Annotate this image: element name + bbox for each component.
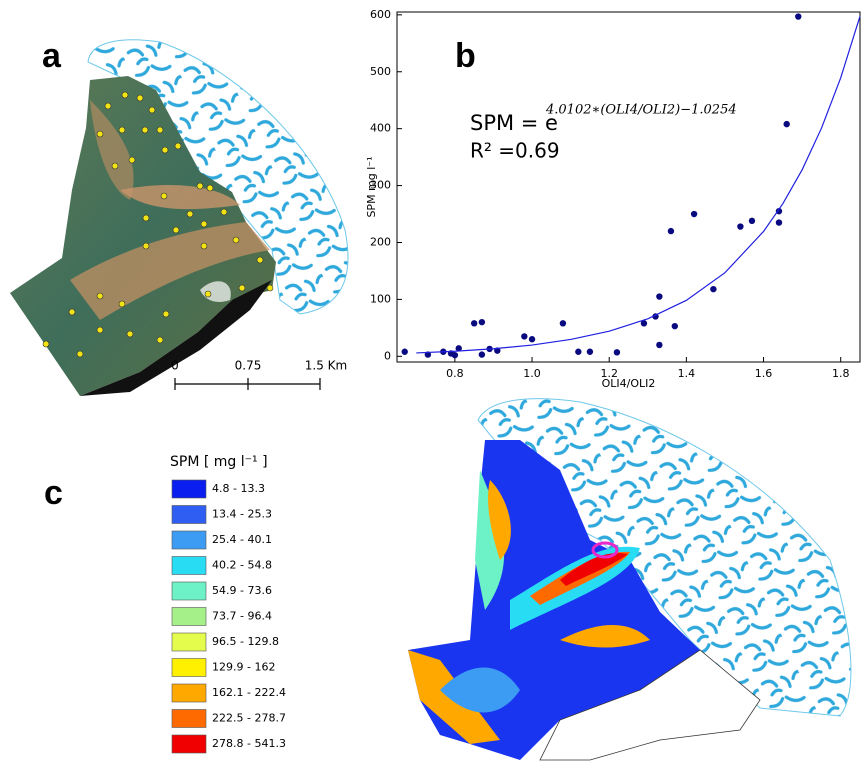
equation-exponent: 4.0102∗(OLI4/OLI2)−1.0254 xyxy=(545,103,737,118)
legend-swatch xyxy=(171,581,207,601)
scale-bar xyxy=(174,378,321,390)
legend-label: 54.9 - 73.6 xyxy=(212,584,272,597)
legend-label: 129.9 - 162 xyxy=(212,661,275,674)
x-tick-label: 1.8 xyxy=(832,367,850,380)
x-tick-label: 1.6 xyxy=(755,367,773,380)
y-tick-label: 200 xyxy=(370,235,391,248)
y-tick-label: 400 xyxy=(370,122,391,135)
point xyxy=(690,210,698,218)
map-c xyxy=(408,398,852,761)
point xyxy=(401,348,408,355)
point xyxy=(613,349,621,356)
y-tick-label: 300 xyxy=(370,179,391,192)
x-tick-label: 1.2 xyxy=(600,367,618,380)
y-tick-label: 600 xyxy=(370,8,391,21)
point xyxy=(775,219,783,226)
legend-swatch xyxy=(171,683,207,703)
legend-label: 278.8 - 541.3 xyxy=(212,737,286,750)
legend-label: 4.8 - 13.3 xyxy=(212,482,265,495)
legend-label: 13.4 - 25.3 xyxy=(212,508,272,521)
point xyxy=(575,348,582,355)
point xyxy=(528,336,536,343)
legend-swatch xyxy=(171,734,207,754)
x-tick-label: 0.8 xyxy=(446,367,464,380)
y-tick-label: 0 xyxy=(384,349,391,362)
point xyxy=(710,285,717,293)
scale-label: 0 xyxy=(171,359,179,373)
legend-swatch xyxy=(171,709,207,728)
point xyxy=(470,320,478,327)
fit-line xyxy=(416,15,861,354)
point xyxy=(795,13,802,20)
point xyxy=(748,217,756,225)
point xyxy=(586,348,594,355)
point xyxy=(559,320,567,327)
legend-title: SPM [ mg l⁻¹ ] xyxy=(170,454,268,470)
point xyxy=(521,333,528,340)
point xyxy=(737,223,744,230)
equation: SPM = e xyxy=(470,111,558,135)
y-tick-label: 100 xyxy=(370,292,391,305)
y-tick-label: 500 xyxy=(370,65,391,78)
point xyxy=(667,227,675,235)
point xyxy=(640,320,648,327)
x-axis-label: OLI4/OLI2 xyxy=(602,377,656,390)
plot-frame xyxy=(396,11,861,363)
panel-label: a xyxy=(42,37,62,75)
legend-swatch xyxy=(171,632,207,652)
map-a xyxy=(10,39,349,396)
r-squared: R² =0.69 xyxy=(470,139,560,163)
point xyxy=(478,318,486,326)
panel-label: c xyxy=(44,474,63,512)
legend-label: 162.1 - 222.4 xyxy=(212,686,286,699)
legend-label: 222.5 - 278.7 xyxy=(212,712,286,725)
scale-label: 1.5 Km xyxy=(305,359,347,373)
scale-label: 0.75 xyxy=(235,359,262,373)
legend-swatch xyxy=(171,530,207,550)
legend-label: 96.5 - 129.8 xyxy=(212,635,279,648)
legend-label: 40.2 - 54.8 xyxy=(212,559,272,572)
point xyxy=(656,341,663,349)
legend-label: 25.4 - 40.1 xyxy=(212,533,272,546)
point xyxy=(478,351,486,358)
legend-label: 73.7 - 96.4 xyxy=(212,610,272,623)
panel-label: b xyxy=(455,37,476,75)
point xyxy=(775,207,783,215)
legend-swatch xyxy=(171,505,207,524)
legend-swatch xyxy=(171,658,207,677)
point xyxy=(656,293,663,300)
point xyxy=(783,120,790,128)
point xyxy=(671,322,678,330)
x-tick-label: 1.0 xyxy=(523,367,541,380)
x-tick-label: 1.4 xyxy=(678,367,696,380)
point xyxy=(451,351,459,359)
legend-swatch xyxy=(171,479,207,499)
legend-swatch xyxy=(171,607,207,626)
legend-swatch xyxy=(171,556,207,575)
y-axis-label: SPM mg l⁻¹ xyxy=(365,156,378,217)
point xyxy=(455,345,462,352)
